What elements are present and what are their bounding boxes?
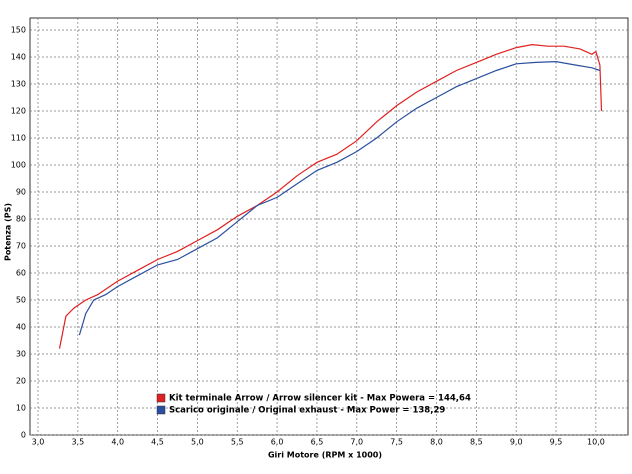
y-tick-label: 10 xyxy=(16,404,26,413)
x-tick-label: 5,0 xyxy=(191,438,204,447)
plot-frame xyxy=(29,17,629,436)
x-axis-title: Giri Motore (RPM x 1000) xyxy=(268,451,382,460)
y-tick-label: 40 xyxy=(16,323,26,332)
x-tick-label: 4,0 xyxy=(111,438,124,447)
legend-swatch xyxy=(156,393,166,403)
series-line xyxy=(58,43,603,349)
x-tick-label: 5,5 xyxy=(231,438,244,447)
x-tick-label: 4,5 xyxy=(151,438,164,447)
y-axis-title: Potenza (PS) xyxy=(4,203,13,261)
y-tick-label: 70 xyxy=(16,242,26,251)
x-tick-label: 7,5 xyxy=(390,438,403,447)
x-tick-label: 6,5 xyxy=(311,438,324,447)
x-tick-label: 8,5 xyxy=(470,438,483,447)
x-tick-label: 3,0 xyxy=(32,438,45,447)
x-tick-label: 7,0 xyxy=(350,438,363,447)
x-tick-label: 6,0 xyxy=(271,438,284,447)
y-tick-label: 90 xyxy=(16,188,26,197)
y-tick-label: 100 xyxy=(11,161,26,170)
y-tick-label: 110 xyxy=(11,134,26,143)
legend-swatch xyxy=(156,405,166,415)
y-tick-label: 50 xyxy=(16,296,26,305)
y-tick-label: 0 xyxy=(21,431,26,440)
x-tick-label: 8,0 xyxy=(430,438,443,447)
legend-text: Scarico originale / Original exhaust - M… xyxy=(169,406,445,416)
x-tick-label: 3,5 xyxy=(71,438,84,447)
x-tick-label: 10,0 xyxy=(587,438,605,447)
y-tick-label: 150 xyxy=(11,26,26,35)
y-tick-label: 60 xyxy=(16,269,26,278)
legend-text: Kit terminale Arrow / Arrow silencer kit… xyxy=(169,394,471,404)
y-tick-label: 120 xyxy=(11,107,26,116)
y-tick-label: 130 xyxy=(11,80,26,89)
x-tick-label: 9,5 xyxy=(550,438,563,447)
y-tick-label: 140 xyxy=(11,53,26,62)
series-line xyxy=(78,60,601,336)
y-tick-label: 30 xyxy=(16,350,26,359)
y-tick-label: 80 xyxy=(16,215,26,224)
x-tick-label: 9,0 xyxy=(510,438,523,447)
y-tick-label: 20 xyxy=(16,377,26,386)
